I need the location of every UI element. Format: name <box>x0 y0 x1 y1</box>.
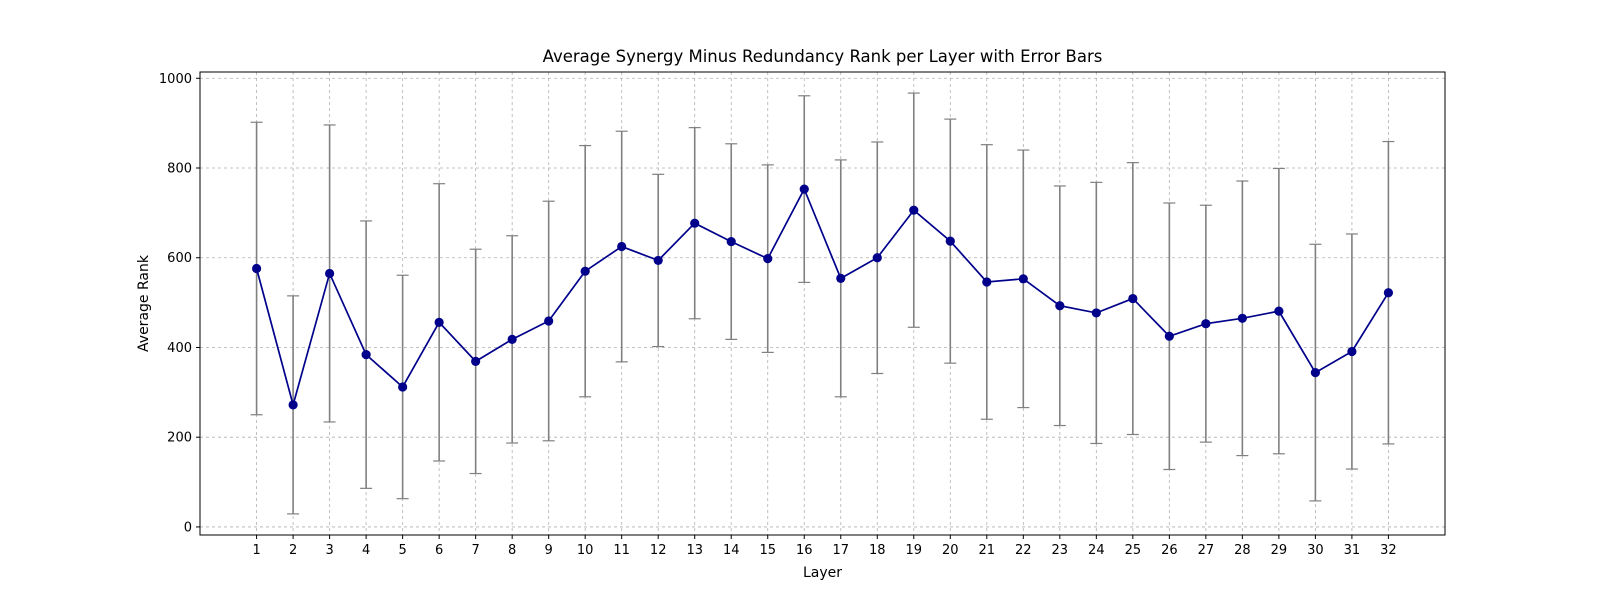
x-tick-label: 8 <box>508 543 516 558</box>
data-point <box>982 277 992 287</box>
ticks-layer: 1 2 3 4 5 6 7 8 9 10 11 12 13 14 15 16 17 18 19 20 21 22 23 24 2… <box>159 72 1397 558</box>
x-tick-label: 23 <box>1052 543 1069 558</box>
data-point <box>1383 288 1394 298</box>
data-point <box>1164 331 1174 341</box>
x-tick-label: 5 <box>398 543 406 558</box>
x-tick-label: 2 <box>289 543 297 558</box>
plot-frame <box>199 71 1446 536</box>
data-point <box>653 255 663 266</box>
x-tick-label: 4 <box>362 543 370 558</box>
data-point <box>1274 306 1284 316</box>
grid-layer <box>200 72 1445 535</box>
data-point <box>434 317 444 327</box>
y-tick-label: 1000 <box>159 72 192 87</box>
data-point <box>617 241 627 252</box>
x-tick-label: 26 <box>1161 543 1178 558</box>
data-point <box>945 236 955 246</box>
x-tick-label: 29 <box>1271 543 1288 558</box>
data-point <box>1310 367 1320 378</box>
x-tick-label: 24 <box>1088 543 1105 558</box>
x-tick-label: 18 <box>869 543 886 558</box>
data-point <box>544 316 554 326</box>
x-tick-label: 20 <box>942 543 959 558</box>
series-line <box>255 187 1390 409</box>
x-tick-label: 13 <box>686 543 703 558</box>
x-tick-label: 31 <box>1344 543 1361 558</box>
data-point <box>398 382 408 392</box>
data-point <box>1055 301 1065 311</box>
data-point <box>507 334 517 344</box>
x-tick-label: 32 <box>1380 543 1397 558</box>
y-tick-label: 200 <box>167 431 192 446</box>
chart-title: Average Synergy Minus Redundancy Rank pe… <box>543 47 1103 66</box>
data-point <box>690 218 700 228</box>
y-tick-label: 600 <box>167 251 192 266</box>
x-tick-label: 30 <box>1307 543 1324 558</box>
y-tick-label: 400 <box>167 341 192 356</box>
x-tick-label: 27 <box>1198 543 1215 558</box>
error-bars-layer <box>250 92 1395 515</box>
data-point <box>471 356 481 366</box>
x-tick-label: 21 <box>979 543 996 558</box>
data-point <box>580 266 590 276</box>
data-point <box>1201 319 1211 329</box>
x-tick-label: 10 <box>577 543 594 558</box>
y-tick-label: 0 <box>184 520 192 535</box>
data-point <box>1347 346 1357 357</box>
data-point <box>1091 308 1101 318</box>
x-tick-label: 17 <box>832 543 849 558</box>
x-tick-label: 9 <box>545 543 553 558</box>
x-tick-label: 1 <box>252 543 260 558</box>
data-point <box>836 273 846 283</box>
x-tick-label: 12 <box>650 543 667 558</box>
data-point <box>799 184 809 194</box>
markers-layer <box>251 184 1394 410</box>
x-tick-label: 3 <box>325 543 333 558</box>
x-axis-title: Layer <box>803 565 842 581</box>
data-point <box>325 268 335 279</box>
y-axis-title: Average Rank <box>136 254 152 352</box>
x-tick-label: 15 <box>759 543 776 558</box>
data-point <box>251 263 262 274</box>
x-tick-label: 6 <box>435 543 443 558</box>
x-tick-label: 11 <box>613 543 630 558</box>
x-tick-label: 7 <box>472 543 480 558</box>
data-point <box>726 236 736 247</box>
data-point <box>1018 274 1028 284</box>
data-point <box>361 350 371 360</box>
data-point <box>872 253 882 263</box>
data-point <box>288 400 298 410</box>
x-tick-label: 16 <box>796 543 813 558</box>
series-line-layer <box>255 187 1390 409</box>
data-point <box>1237 313 1247 323</box>
data-point <box>1128 293 1138 304</box>
data-point <box>763 254 773 264</box>
x-tick-label: 19 <box>906 543 923 558</box>
x-tick-label: 22 <box>1015 543 1032 558</box>
data-point <box>909 205 919 215</box>
y-tick-label: 800 <box>167 162 192 177</box>
x-tick-label: 28 <box>1234 543 1251 558</box>
x-tick-label: 14 <box>723 543 740 558</box>
x-tick-label: 25 <box>1125 543 1142 558</box>
